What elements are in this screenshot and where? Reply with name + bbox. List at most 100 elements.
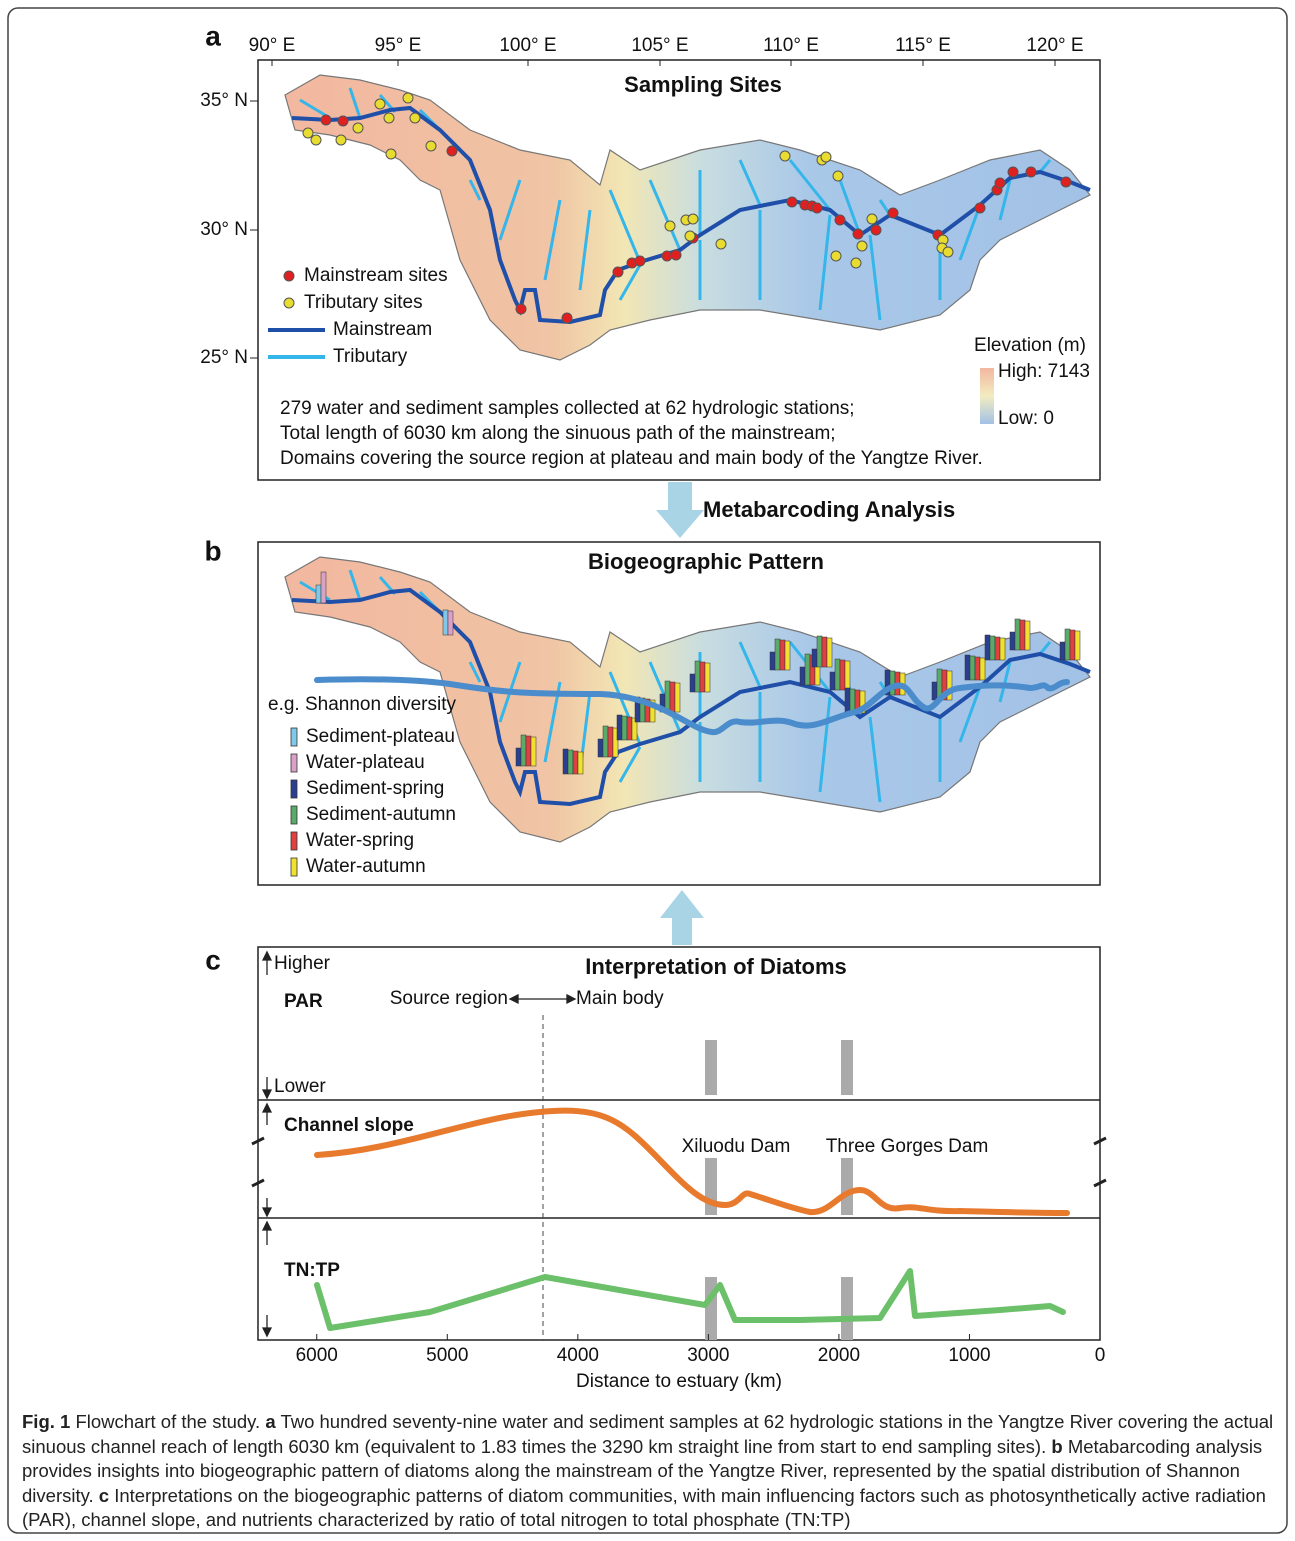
x-tick-label: 6000	[296, 1345, 338, 1366]
note: Domains covering the source region at pl…	[280, 448, 983, 469]
tributary-site	[943, 247, 953, 257]
lower-label: Lower	[274, 1076, 326, 1097]
tributary-site	[336, 135, 346, 145]
tributary-site	[384, 113, 394, 123]
panel-label: a	[205, 20, 221, 51]
tributary-site	[857, 241, 867, 251]
tributary-site	[426, 141, 436, 151]
main-body: Main body	[576, 988, 664, 1009]
legend-label: Water-spring	[306, 830, 414, 851]
diversity-bar	[1070, 630, 1075, 660]
mainstream-site	[662, 251, 672, 261]
diversity-bar	[827, 638, 832, 667]
tributary-site	[688, 214, 698, 224]
elevation-low: Low: 0	[998, 408, 1054, 429]
diversity-bar	[1065, 629, 1070, 660]
diversity-bar	[822, 637, 827, 667]
dam-label: Xiluodu Dam	[682, 1136, 791, 1157]
legend-symbol	[284, 271, 294, 281]
mainstream-site	[888, 208, 898, 218]
caption-label: c	[99, 1485, 109, 1506]
diversity-bar	[622, 716, 627, 740]
mainstream-site	[613, 267, 623, 277]
caption: Fig. 1 Flowchart of the study. a Two hun…	[22, 1410, 1277, 1533]
tributary-site	[311, 135, 321, 145]
legend-label: Mainstream	[333, 319, 432, 340]
lat-label: 30° N	[200, 219, 248, 240]
note: 279 water and sediment samples collected…	[280, 398, 855, 419]
panel-title: Biogeographic Pattern	[588, 549, 824, 574]
legend-label: Tributary	[333, 346, 408, 367]
lon-label: 120° E	[1026, 35, 1083, 56]
tributary-site	[851, 258, 861, 268]
lon-label: 115° E	[895, 35, 951, 56]
x-tick-label: 0	[1095, 1345, 1106, 1366]
diversity-bar	[800, 667, 805, 685]
diversity-bar	[970, 656, 975, 680]
diversity-bar	[890, 671, 895, 695]
mainstream-site	[995, 178, 1005, 188]
diversity-bar	[578, 752, 583, 774]
diversity-bar	[563, 749, 568, 774]
x-tick-label: 5000	[426, 1345, 468, 1366]
factor: Channel slope	[284, 1115, 414, 1136]
mainstream-site	[321, 115, 331, 125]
lon-label: 100° E	[499, 35, 556, 56]
panel-title: Interpretation of Diatoms	[585, 954, 847, 979]
caption-text: Flowchart of the study.	[75, 1411, 260, 1432]
diversity-bar	[526, 736, 531, 766]
diversity-bar	[695, 661, 700, 692]
legend-label: Sediment-autumn	[306, 804, 456, 825]
caption-figure: Fig. 1	[22, 1411, 70, 1432]
panel-title: Sampling Sites	[624, 72, 782, 97]
diversity-bar	[980, 658, 985, 680]
diversity-bar	[965, 655, 970, 680]
diversity-bar	[775, 639, 780, 670]
diversity-bar	[785, 641, 790, 670]
tributary-site	[303, 128, 313, 138]
diversity-bar	[705, 663, 710, 692]
legend-label: Sediment-plateau	[306, 726, 455, 747]
diversity-bar	[770, 652, 775, 670]
tributary-site	[867, 214, 877, 224]
diversity-bar	[845, 688, 850, 713]
tributary-site	[780, 151, 790, 161]
x-tick-label: 3000	[687, 1345, 729, 1366]
legend-symbol	[291, 806, 297, 824]
mainstream-site	[975, 203, 985, 213]
diversity-bar	[1015, 619, 1020, 650]
mainstream-site	[1061, 177, 1071, 187]
diversity-bar	[805, 654, 810, 685]
lat-label: 35° N	[200, 90, 248, 111]
diversity-bar	[627, 717, 632, 740]
diversity-bar	[990, 636, 995, 660]
mainstream-site	[338, 116, 348, 126]
diversity-bar	[617, 715, 622, 740]
diversity-bar	[1075, 631, 1080, 660]
lon-label: 110° E	[763, 35, 819, 56]
tributary-site	[353, 123, 363, 133]
legend-symbol	[291, 832, 297, 850]
factor: TN:TP	[284, 1260, 340, 1281]
diversity-bar	[840, 660, 845, 690]
diversity-bar	[975, 657, 980, 680]
legend-symbol	[291, 858, 297, 876]
elevation-bar	[980, 368, 994, 424]
diversity-bar	[1000, 638, 1005, 660]
panel-label: b	[204, 535, 221, 566]
legend-symbol	[291, 754, 297, 772]
diversity-bar	[568, 750, 573, 774]
tributary-site	[831, 251, 841, 261]
diversity-bar	[448, 611, 453, 635]
diversity-bar	[1060, 642, 1065, 660]
mainstream-site	[635, 256, 645, 266]
diversity-bar	[521, 735, 526, 766]
elevation-high: High: 7143	[998, 361, 1090, 382]
legend-label: Water-plateau	[306, 752, 425, 773]
diversity-bar	[443, 610, 448, 635]
note: Total length of 6030 km along the sinuou…	[280, 423, 836, 444]
legend-symbol	[284, 298, 294, 308]
tributary-site	[410, 113, 420, 123]
tributary-site	[833, 171, 843, 181]
legend-label: Sediment-spring	[306, 778, 444, 799]
